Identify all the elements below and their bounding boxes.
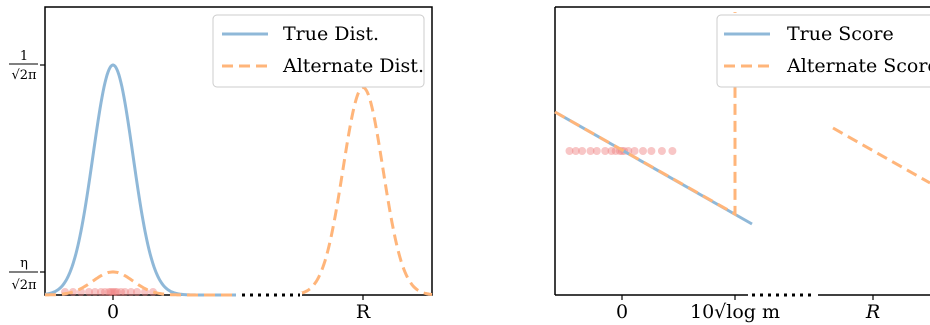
right-legend-label-true: True Score [787,23,894,45]
right-sample-point [578,147,587,155]
left-sample-point [121,288,129,296]
right-sample-point [601,147,610,155]
right-xtick-label-mid: 10√log m [690,301,780,323]
right-legend: True Score Alternate Score [716,14,930,88]
svg-text:√2π: √2π [11,278,37,293]
right-sample-point [586,147,595,155]
right-panel: 0 10√log m R True Score Alternate Score [554,6,930,323]
left-ytick-label-bottom: η √2π [9,256,38,293]
left-panel: 0 R 1 √2π η √2π True Dist. Alternate Dis… [9,6,433,323]
svg-text:1: 1 [20,49,28,64]
right-axis-break-mask [748,292,818,298]
left-sample-point [107,288,115,296]
left-sample-point [127,288,135,296]
right-sample-point [668,147,677,155]
right-sample-point [607,147,616,155]
right-alternate-score-line-b [832,126,930,185]
left-sample-point [117,288,125,296]
left-samples [61,288,157,296]
right-sample-point [647,147,656,155]
right-sample-point [657,147,666,155]
left-sample-point [109,288,117,296]
left-sample-point [105,288,113,296]
right-xtick-label-0: 0 [616,301,628,323]
right-legend-label-alt: Alternate Score [786,55,930,77]
right-sample-point [630,147,639,155]
right-sample-point [592,147,601,155]
right-sample-point [571,147,580,155]
svg-text:√2π: √2π [11,68,37,83]
left-sample-point [111,288,119,296]
right-sample-point [565,147,574,155]
left-sample-point [101,288,109,296]
right-xtick-label-r: R [865,301,880,323]
left-true-dist-line [44,63,236,297]
svg-text:η: η [20,256,28,271]
right-sample-point [639,147,647,155]
left-alternate-dist-line [45,85,433,297]
left-xtick-label-r: R [356,301,371,323]
right-alternate-score-line-a [554,12,737,217]
left-sample-point [97,288,105,296]
left-sample-point [85,288,93,296]
left-legend: True Dist. Alternate Dist. [212,14,425,88]
left-ytick-label-top: 1 √2π [9,49,38,83]
left-legend-label-true: True Dist. [283,23,379,45]
left-legend-label-alt: Alternate Dist. [282,55,424,77]
left-sample-point [133,288,141,296]
left-xtick-label-0: 0 [107,301,119,323]
left-sample-point [113,288,121,296]
left-sample-point [91,288,99,296]
